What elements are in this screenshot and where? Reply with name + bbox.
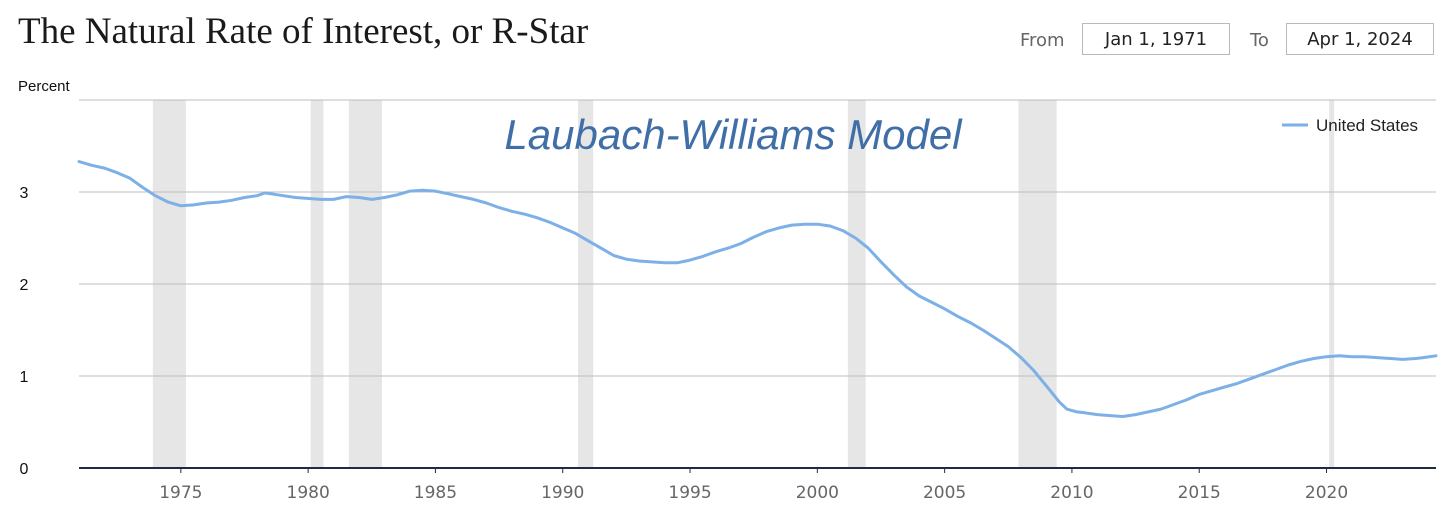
x-tick-label-1980: 1980: [287, 483, 330, 503]
y-tick-label-3: 3: [20, 185, 29, 202]
x-tick-label-2005: 2005: [923, 483, 966, 503]
model-annotation: Laubach-Williams Model: [504, 111, 963, 158]
x-tick-label-2015: 2015: [1178, 483, 1221, 503]
from-label: From: [1020, 29, 1065, 51]
to-date-input[interactable]: Apr 1, 2024: [1286, 23, 1434, 55]
y-tick-label-1: 1: [20, 369, 29, 386]
x-tick-label-1990: 1990: [541, 483, 584, 503]
series-line-united-states[interactable]: [77, 160, 1438, 418]
legend-label: United States: [1316, 116, 1418, 135]
y-tick-label-0: 0: [20, 461, 29, 478]
x-tick-label-2010: 2010: [1050, 483, 1093, 503]
x-tick-labels: 1975 1980 1985 1990 1995 2000 2005 2010 2015 2020: [159, 468, 1348, 503]
to-label: To: [1250, 29, 1269, 51]
from-date-input[interactable]: Jan 1, 1971: [1082, 23, 1230, 55]
y-axis-label: Percent: [18, 78, 71, 95]
chart-title: The Natural Rate of Interest, or R-Star: [18, 11, 589, 52]
x-tick-label-2020: 2020: [1305, 483, 1348, 503]
series-layer: [77, 160, 1438, 418]
gridlines: [79, 99, 1436, 469]
x-tick-label-1985: 1985: [414, 483, 457, 503]
x-tick-label-1975: 1975: [159, 483, 202, 503]
y-tick-label-2: 2: [20, 277, 29, 294]
y-tick-labels: 0 1 2 3: [20, 185, 29, 478]
x-tick-label-2000: 2000: [796, 483, 839, 503]
legend[interactable]: United States: [1282, 116, 1418, 135]
x-tick-label-1995: 1995: [668, 483, 711, 503]
